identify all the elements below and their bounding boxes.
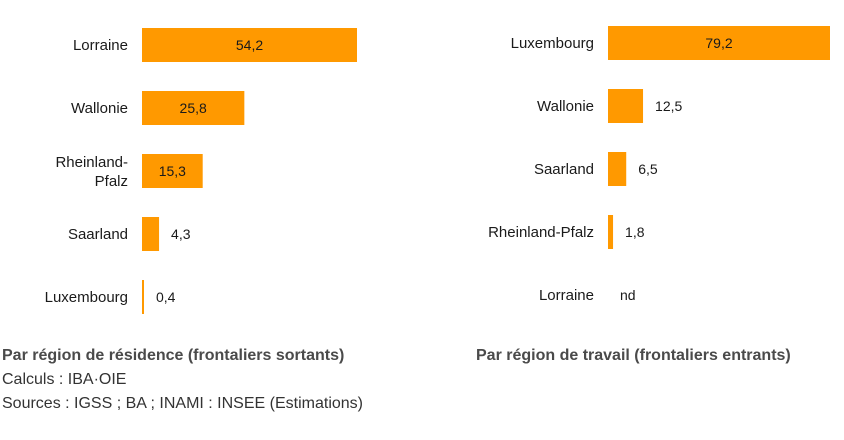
value-label-residence-luxembourg: 0,4 [156, 289, 176, 305]
category-label-travail-lorraine: Lorraine [539, 287, 594, 304]
bar-residence-lorraine [142, 28, 357, 62]
value-label-travail-lorraine: nd [620, 287, 636, 303]
value-label-residence-saarland: 4,3 [171, 226, 191, 242]
chart-title-travail: Par région de travail (frontaliers entra… [476, 347, 791, 364]
category-label-residence-luxembourg: Luxembourg [45, 289, 128, 306]
chart-residence: Lorraine 54,2 Wallonie 25,8 Rheinland-Pfalz 1… [45, 28, 357, 314]
category-label-residence-saarland: Saarland [68, 226, 128, 243]
bar-travail-luxembourg [608, 26, 830, 60]
bar-travail-saarland [608, 152, 627, 186]
category-label-travail-saarland: Saarland [534, 161, 594, 178]
sources-note: Sources : IGSS ; BA ; INAMI : INSEE (Est… [2, 395, 363, 412]
category-label-residence-rheinland-pfalz: Rheinland-Pfalz [55, 154, 128, 190]
category-label-travail-wallonie: Wallonie [537, 98, 594, 115]
category-label-travail-luxembourg: Luxembourg [511, 35, 594, 52]
value-label-travail-saarland: 6,5 [638, 161, 658, 177]
category-label-residence-lorraine: Lorraine [73, 37, 128, 54]
value-label-residence-wallonie: 25,8 [180, 100, 207, 116]
chart-travail: Luxembourg 79,2 Wallonie 12,5 Saarland 6,5 Rhe… [488, 26, 830, 304]
value-label-travail-wallonie: 12,5 [655, 98, 682, 114]
value-label-residence-lorraine: 54,2 [236, 37, 263, 53]
charts-canvas: Lorraine 54,2 Wallonie 25,8 Rheinland-Pfalz 1… [45, 26, 830, 314]
value-label-travail-luxembourg: 79,2 [705, 35, 732, 51]
bar-residence-wallonie [142, 91, 245, 125]
category-label-travail-rheinland-pfalz: Rheinland-Pfalz [488, 224, 594, 241]
bar-travail-wallonie [608, 89, 644, 123]
bar-residence-rheinland-pfalz [142, 154, 203, 188]
category-label-residence-wallonie: Wallonie [71, 100, 128, 117]
chart-title-residence: Par région de résidence (frontaliers sor… [2, 347, 345, 364]
value-label-travail-rheinland-pfalz: 1,8 [625, 224, 645, 240]
calculations-note: Calculs : IBA·OIE [2, 371, 127, 388]
bar-residence-luxembourg [142, 280, 144, 314]
bar-residence-saarland [142, 217, 160, 251]
bar-travail-rheinland-pfalz [608, 215, 614, 249]
value-label-residence-rheinland-pfalz: 15,3 [159, 163, 186, 179]
